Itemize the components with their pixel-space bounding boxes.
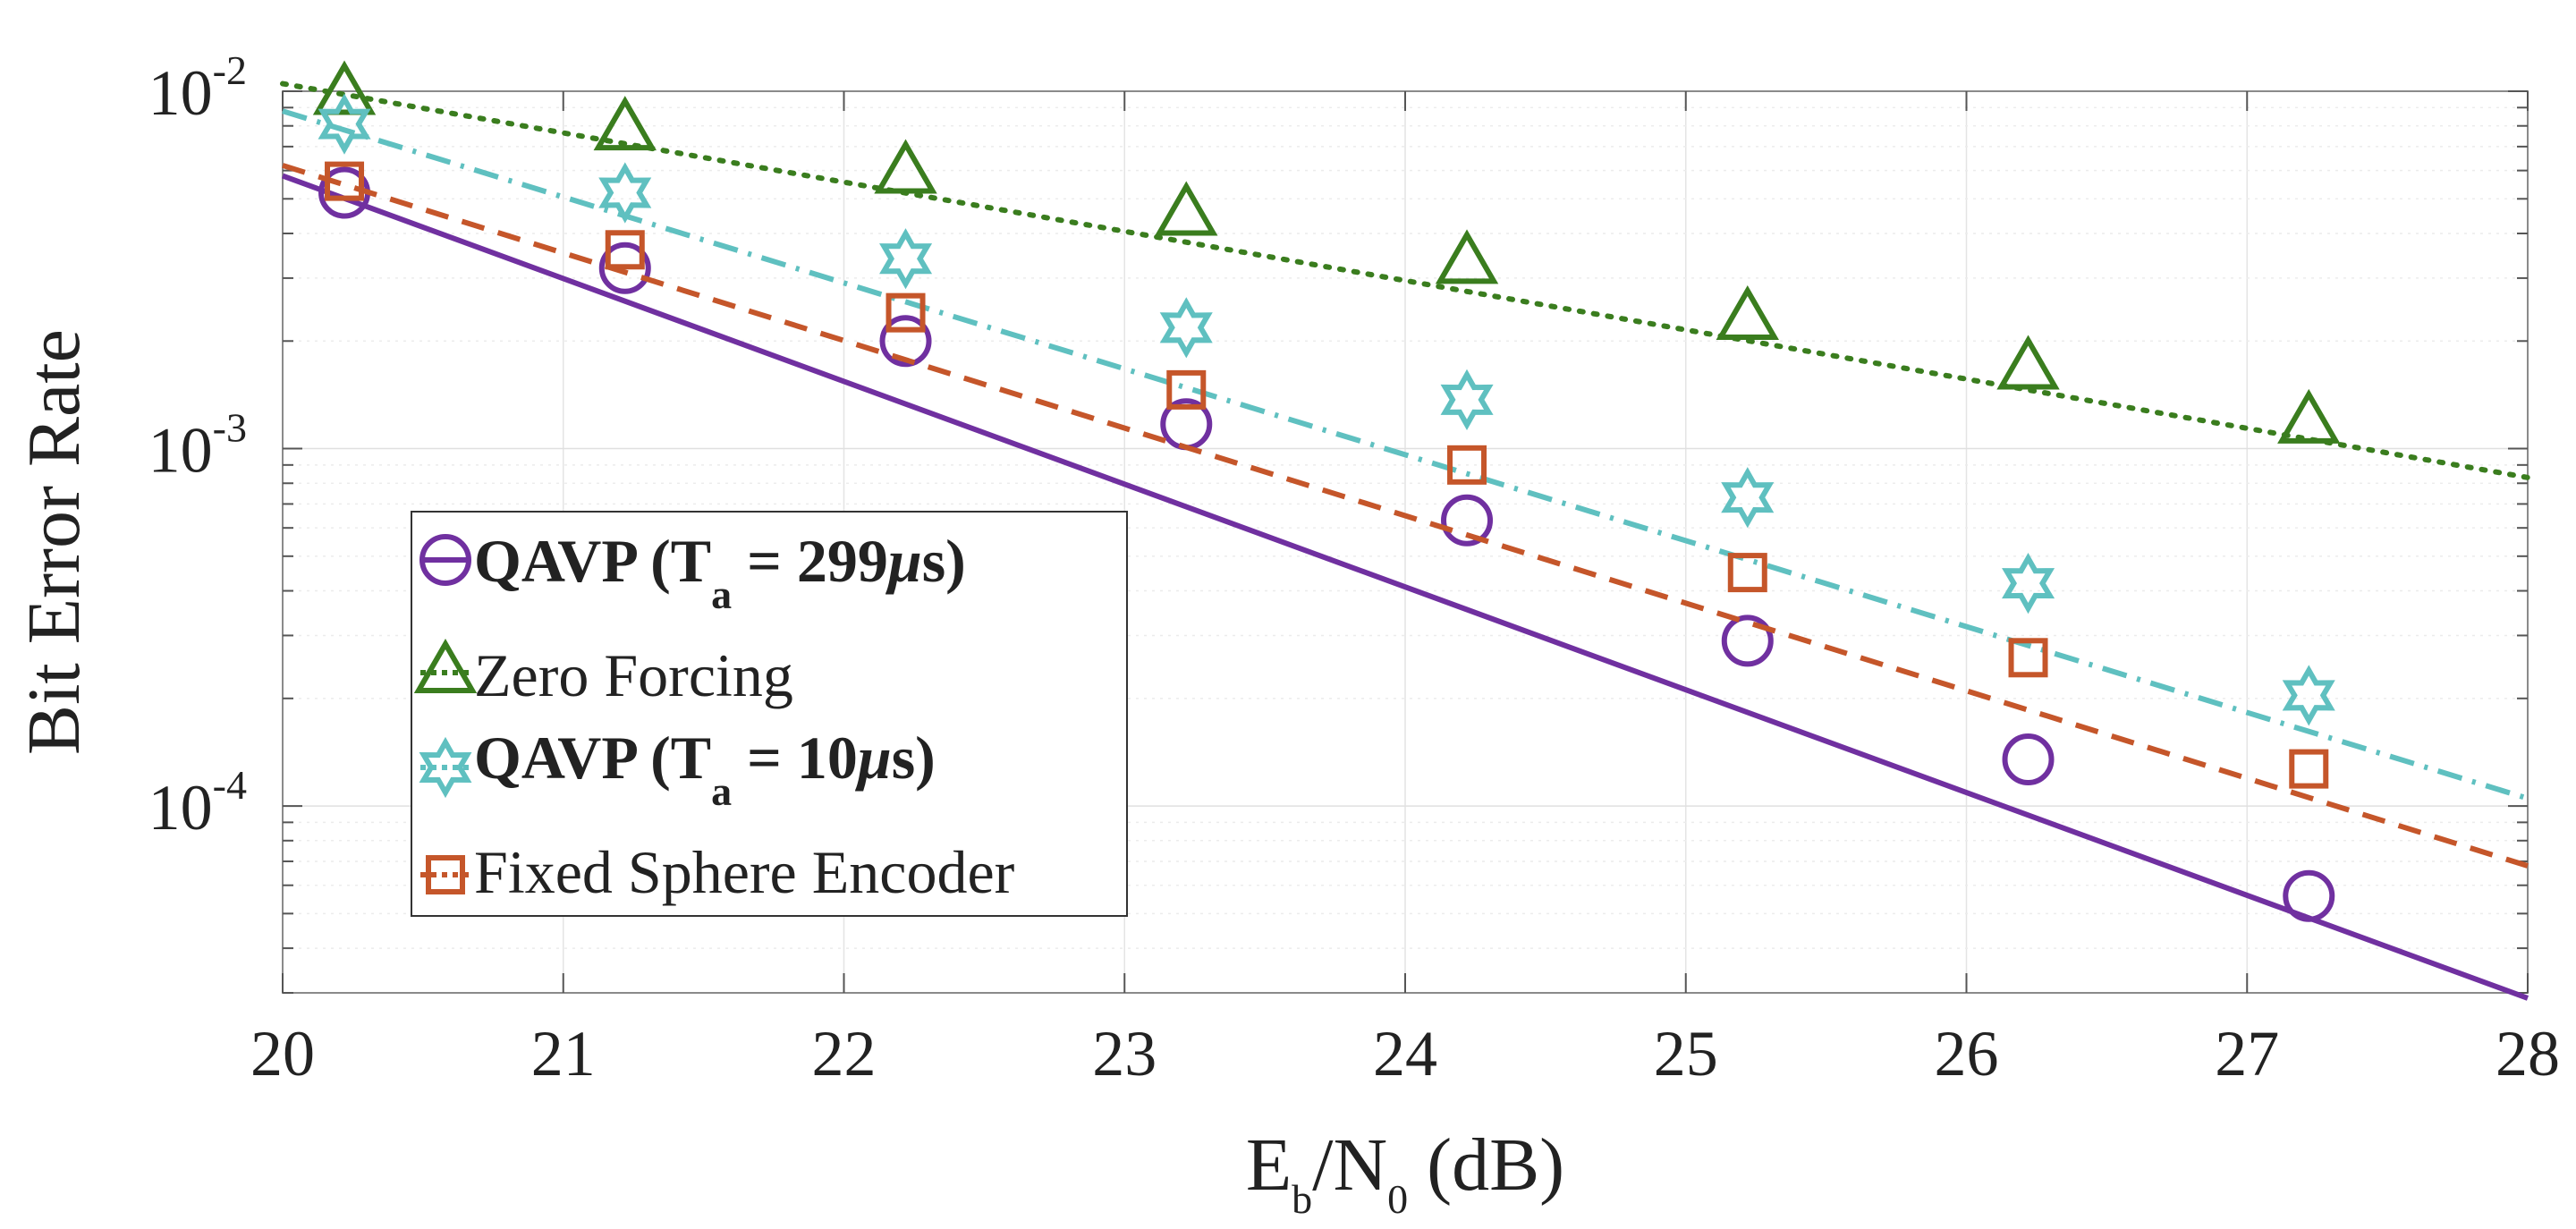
x-tick-label: 20 — [250, 1018, 315, 1089]
data-point-triangle — [2277, 388, 2341, 444]
data-point-square — [1447, 445, 1487, 485]
x-axis-title: Eb/N0 (dB) — [1246, 1123, 1564, 1222]
x-axis-title-tail: (dB) — [1408, 1123, 1564, 1207]
data-point-hexagram — [1721, 467, 1775, 529]
tick-labels: 20 21 22 23 24 25 26 27 28 10-4 10-3 10-2 — [148, 47, 2560, 1089]
x-axis-title-sub-b: b — [1292, 1176, 1312, 1222]
data-point-square — [2289, 749, 2329, 789]
series-line — [281, 173, 2529, 1001]
data-point-hexagram — [879, 228, 933, 290]
data-point-hexagram — [598, 162, 652, 224]
data-point-circle — [2002, 733, 2055, 786]
data-point-triangle — [1996, 335, 2060, 390]
legend-label-fixed-sphere-encoder: Fixed Sphere Encoder — [474, 838, 1015, 906]
legend-marker-triangle — [413, 638, 478, 693]
x-tick-label: 22 — [812, 1018, 877, 1089]
legend: QAVP (Ta = 299μs) Zero Forcing QAVP (Ta … — [411, 511, 1128, 917]
data-point-circle — [879, 315, 932, 368]
series-line — [282, 108, 2529, 801]
legend-marker-square — [426, 855, 465, 894]
data-point-square — [605, 230, 645, 270]
series-2 — [282, 93, 2529, 801]
legend-marker-hexagram — [419, 736, 472, 799]
y-tick-label: 10-2 — [148, 47, 247, 129]
legend-label-qavp-10: QAVP (Ta = 10μs) — [474, 724, 936, 814]
data-point-square — [2008, 638, 2048, 678]
x-tick-label: 27 — [2215, 1018, 2279, 1089]
y-axis-title: Bit Error Rate — [13, 329, 96, 755]
x-axis-title-main: E — [1246, 1123, 1292, 1207]
data-point-circle — [598, 242, 651, 294]
legend-box — [411, 511, 1128, 917]
data-point-hexagram — [318, 93, 371, 155]
x-tick-label: 21 — [531, 1018, 596, 1089]
data-point-circle — [1721, 614, 1774, 667]
data-point-triangle — [312, 60, 377, 115]
data-point-square — [325, 161, 365, 201]
data-point-hexagram — [1159, 297, 1213, 359]
series-0 — [281, 166, 2529, 1001]
x-tick-label: 24 — [1373, 1018, 1437, 1089]
series-line — [282, 163, 2529, 869]
series-3 — [282, 161, 2529, 869]
data-point-circle — [2283, 869, 2335, 922]
data-point-hexagram — [2002, 553, 2055, 614]
data-point-square — [1727, 553, 1767, 593]
x-axis-title-sub-0: 0 — [1387, 1176, 1408, 1222]
x-axis-title-mid: /N — [1312, 1123, 1387, 1207]
data-point-square — [886, 292, 926, 333]
data-point-hexagram — [2282, 665, 2335, 726]
legend-label-zero-forcing: Zero Forcing — [474, 641, 793, 709]
series-layer — [280, 60, 2530, 1001]
data-point-circle — [1441, 494, 1494, 547]
series-1 — [280, 60, 2530, 480]
data-point-triangle — [1435, 229, 1499, 284]
legend-markers — [413, 534, 478, 894]
data-point-triangle — [1716, 285, 1779, 341]
legend-label-qavp-299: QAVP (Ta = 299μs) — [474, 527, 966, 617]
y-tick-label: 10-4 — [148, 762, 247, 843]
tick-marks — [282, 90, 2529, 994]
data-point-hexagram — [1440, 369, 1494, 430]
data-point-triangle — [593, 96, 657, 151]
legend-marker-circle — [419, 534, 471, 586]
x-tick-label: 25 — [1654, 1018, 1718, 1089]
data-point-triangle — [1155, 181, 1218, 236]
x-tick-label: 28 — [2496, 1018, 2560, 1089]
data-point-triangle — [874, 139, 937, 194]
data-point-square — [1166, 369, 1207, 410]
x-tick-label: 26 — [1935, 1018, 1999, 1089]
x-tick-label: 23 — [1092, 1018, 1157, 1089]
y-tick-label: 10-3 — [148, 405, 247, 487]
